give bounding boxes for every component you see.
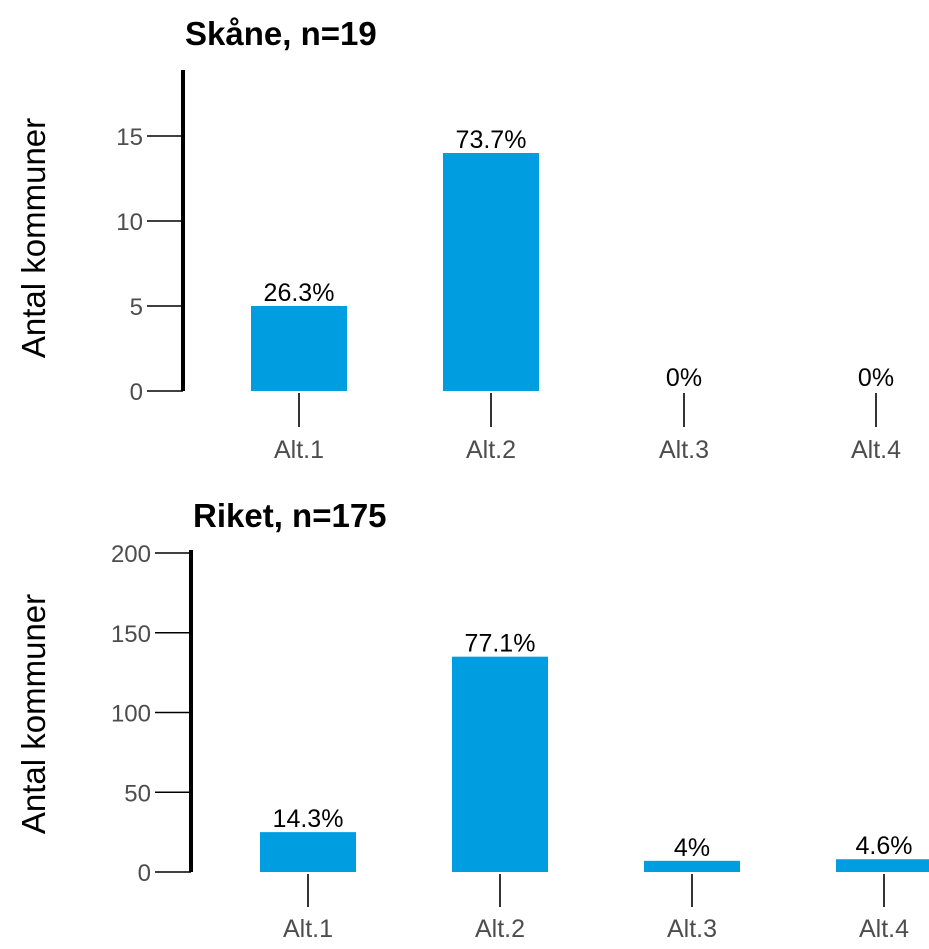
data-label: 73.7% bbox=[456, 126, 527, 154]
data-label: 77.1% bbox=[465, 630, 536, 658]
y-tick-label: 100 bbox=[111, 701, 151, 728]
y-axis-label: Antal kommuner bbox=[15, 594, 52, 834]
y-tick-label: 50 bbox=[124, 780, 151, 807]
y-tick-label: 10 bbox=[116, 209, 143, 236]
data-label: 4.6% bbox=[856, 832, 913, 860]
bar bbox=[260, 832, 356, 872]
y-tick-label: 15 bbox=[116, 124, 143, 151]
data-label: 0% bbox=[666, 364, 702, 392]
data-label: 26.3% bbox=[264, 279, 335, 307]
x-tick-label: Alt.2 bbox=[475, 915, 525, 943]
x-tick-label: Alt.4 bbox=[851, 436, 901, 464]
bar bbox=[452, 656, 548, 872]
y-axis-label: Antal kommuner bbox=[15, 118, 52, 358]
y-tick-label: 200 bbox=[111, 541, 151, 568]
x-tick-label: Alt.2 bbox=[466, 436, 516, 464]
bar bbox=[443, 153, 539, 391]
chart-title: Skåne, n=19 bbox=[185, 15, 377, 52]
x-tick-label: Alt.3 bbox=[667, 915, 717, 943]
y-tick-label: 0 bbox=[130, 379, 143, 406]
y-tick-label: 150 bbox=[111, 621, 151, 648]
bar bbox=[836, 859, 929, 872]
x-tick-label: Alt.1 bbox=[283, 915, 333, 943]
y-tick-label: 0 bbox=[138, 860, 151, 887]
y-tick-label: 5 bbox=[130, 294, 143, 321]
chart-title: Riket, n=175 bbox=[193, 497, 387, 534]
bar bbox=[251, 306, 347, 391]
x-tick-label: Alt.1 bbox=[274, 436, 324, 464]
bar bbox=[644, 860, 740, 872]
x-tick-label: Alt.4 bbox=[859, 915, 909, 943]
x-tick-label: Alt.3 bbox=[659, 436, 709, 464]
data-label: 0% bbox=[858, 364, 894, 392]
data-label: 14.3% bbox=[273, 805, 344, 833]
data-label: 4% bbox=[674, 834, 710, 862]
